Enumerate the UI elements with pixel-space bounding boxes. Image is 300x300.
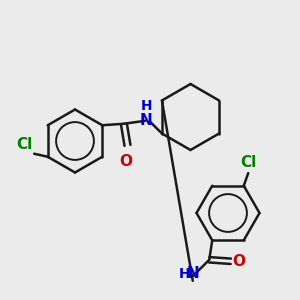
Text: Cl: Cl (16, 137, 33, 152)
Text: O: O (119, 154, 133, 169)
Text: H: H (178, 267, 190, 281)
Text: N: N (140, 113, 152, 128)
Text: Cl: Cl (240, 155, 256, 170)
Text: O: O (232, 254, 245, 269)
Text: N: N (186, 266, 199, 281)
Text: H: H (140, 99, 152, 113)
